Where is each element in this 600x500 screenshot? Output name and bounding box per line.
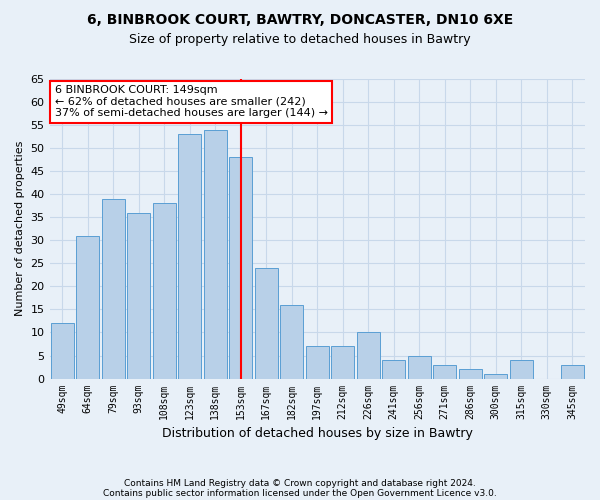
Bar	[255, 268, 278, 378]
Text: 6, BINBROOK COURT, BAWTRY, DONCASTER, DN10 6XE: 6, BINBROOK COURT, BAWTRY, DONCASTER, DN…	[87, 12, 513, 26]
Bar	[561, 364, 584, 378]
Bar	[510, 360, 533, 378]
Bar	[408, 356, 431, 378]
Text: 6 BINBROOK COURT: 149sqm
← 62% of detached houses are smaller (242)
37% of semi-: 6 BINBROOK COURT: 149sqm ← 62% of detach…	[55, 85, 328, 118]
Bar	[102, 199, 125, 378]
X-axis label: Distribution of detached houses by size in Bawtry: Distribution of detached houses by size …	[162, 427, 473, 440]
Y-axis label: Number of detached properties: Number of detached properties	[15, 141, 25, 316]
Bar	[459, 370, 482, 378]
Bar	[484, 374, 507, 378]
Bar	[51, 324, 74, 378]
Bar	[229, 158, 252, 378]
Text: Contains HM Land Registry data © Crown copyright and database right 2024.: Contains HM Land Registry data © Crown c…	[124, 478, 476, 488]
Bar	[127, 212, 150, 378]
Text: Contains public sector information licensed under the Open Government Licence v3: Contains public sector information licen…	[103, 488, 497, 498]
Bar	[280, 305, 303, 378]
Bar	[433, 364, 456, 378]
Bar	[204, 130, 227, 378]
Text: Size of property relative to detached houses in Bawtry: Size of property relative to detached ho…	[129, 32, 471, 46]
Bar	[306, 346, 329, 378]
Bar	[331, 346, 354, 378]
Bar	[382, 360, 405, 378]
Bar	[153, 204, 176, 378]
Bar	[76, 236, 99, 378]
Bar	[178, 134, 201, 378]
Bar	[357, 332, 380, 378]
